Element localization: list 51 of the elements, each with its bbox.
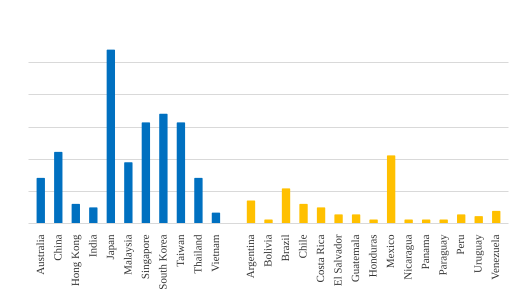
bar	[72, 204, 80, 224]
bar	[176, 122, 186, 224]
x-tick-label: Argentina	[244, 234, 257, 278]
x-tick-label: China	[52, 234, 64, 261]
x-tick-label: Malaysia	[122, 234, 134, 275]
bar	[422, 220, 430, 224]
x-tick-label: Peru	[455, 234, 468, 255]
bar	[369, 220, 378, 224]
x-tick-label: Panama	[420, 234, 432, 270]
bar	[334, 214, 343, 224]
bar	[159, 114, 168, 224]
bar	[194, 178, 203, 224]
bar	[386, 155, 396, 224]
bar	[54, 152, 62, 224]
bar	[89, 207, 98, 224]
x-tick-label: South Korea	[157, 234, 170, 290]
x-tick-label: India	[87, 234, 100, 258]
x-tick-label: Australia	[34, 234, 47, 275]
x-tick-label: Brazil	[280, 234, 292, 262]
x-tick-label: Singapore	[140, 234, 152, 280]
x-tick-label: Mexico	[385, 234, 398, 268]
bar	[36, 178, 45, 224]
bar	[282, 188, 290, 224]
x-tick-label: Costa Rica	[315, 234, 328, 282]
bar	[492, 210, 500, 224]
x-tick-label: Thailand	[192, 234, 204, 274]
x-tick-label: Chile	[298, 234, 310, 258]
bar	[106, 50, 116, 224]
bar	[404, 220, 413, 224]
x-tick-label: Vietnam	[210, 234, 222, 272]
bar	[142, 122, 150, 224]
x-tick-label: Guatemala	[350, 234, 362, 282]
bar	[299, 204, 308, 224]
bar	[316, 207, 326, 224]
bar	[474, 216, 483, 224]
bar	[440, 220, 448, 224]
x-tick-label: Japan	[104, 234, 117, 260]
x-tick-label: Uruguay	[472, 234, 485, 273]
bar	[352, 214, 360, 224]
bar	[124, 162, 133, 224]
x-tick-label: Nicaragua	[402, 234, 415, 280]
x-tick-label: Bolivia	[262, 234, 274, 267]
bar	[246, 200, 256, 224]
x-tick-label: Taiwan	[174, 234, 187, 267]
x-tick-label: Hong Kong	[70, 234, 82, 286]
x-tick-label: Honduras	[368, 234, 380, 278]
x-tick-label: Paraguay	[438, 234, 450, 276]
x-tick-label: El Salvador	[332, 234, 345, 286]
bar	[212, 212, 220, 224]
bar	[457, 214, 466, 224]
x-tick-label: Venezuela	[490, 234, 502, 280]
